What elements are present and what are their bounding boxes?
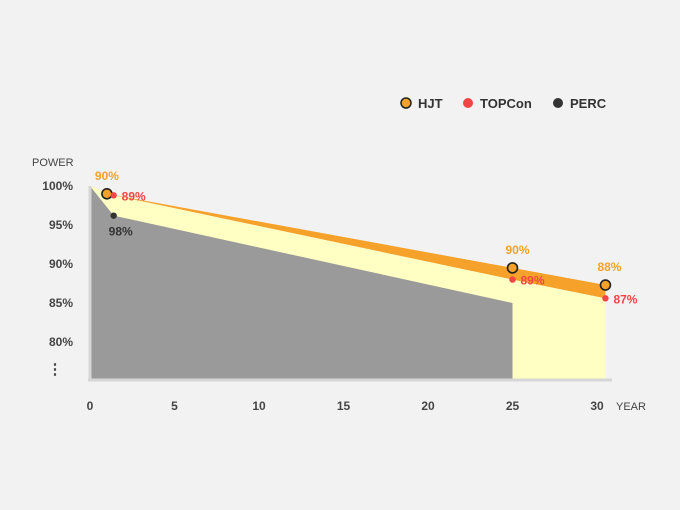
- x-tick-label: 15: [337, 399, 351, 413]
- hjt-area: [90, 186, 606, 299]
- hjt-data-label: 90%: [95, 169, 119, 183]
- x-tick-label: 0: [87, 399, 94, 413]
- x-tick-label: 25: [506, 399, 520, 413]
- y-tick-label: 95%: [49, 218, 73, 232]
- y-tick-label: 100%: [42, 179, 73, 193]
- hjt-point: [101, 188, 113, 200]
- topcon-point: [602, 295, 609, 302]
- y-tick-labels: 100% 95% 90% 85% 80%: [42, 179, 73, 349]
- hjt-point: [599, 279, 612, 291]
- chart-axes: [88, 186, 612, 382]
- hjt-point: [506, 262, 519, 274]
- topcon-point: [509, 276, 516, 283]
- topcon-data-label: 87%: [613, 292, 637, 306]
- perc-legend-marker: [553, 98, 563, 108]
- x-tick-label: 20: [421, 399, 435, 413]
- y-tick-label: 90%: [49, 257, 73, 271]
- legend-item-perc: PERC: [553, 96, 607, 111]
- chart-areas: [90, 186, 606, 380]
- topcon-data-label: 89%: [122, 189, 146, 203]
- y-tick-label: 80%: [49, 335, 73, 349]
- legend-item-hjt: HJT: [400, 96, 443, 111]
- y-axis-title: POWER: [32, 157, 74, 169]
- legend: HJT TOPCon PERC: [400, 96, 607, 111]
- x-tick-labels: 0 5 10 15 20 25 30: [87, 399, 604, 413]
- x-tick-label: 10: [252, 399, 266, 413]
- x-axis-title: YEAR: [616, 401, 646, 413]
- hjt-data-label: 88%: [597, 260, 621, 274]
- topcon-data-label: 89%: [521, 274, 545, 288]
- x-tick-label: 30: [590, 399, 604, 413]
- topcon-point: [110, 192, 117, 199]
- perc-point: [110, 212, 117, 219]
- hjt-data-label: 90%: [506, 243, 530, 257]
- legend-item-topcon: TOPCon: [463, 96, 532, 111]
- legend-label: PERC: [570, 96, 607, 111]
- data-labels: 90% 90% 88% 89% 89% 87% 98%: [95, 169, 638, 307]
- legend-label: HJT: [418, 96, 443, 111]
- legend-label: TOPCon: [480, 96, 532, 111]
- hjt-legend-marker: [400, 97, 412, 109]
- y-axis-break: ⋮: [48, 361, 63, 378]
- perc-data-label: 98%: [109, 225, 133, 239]
- data-points: [101, 188, 612, 302]
- y-tick-label: 85%: [49, 296, 73, 310]
- topcon-legend-marker: [463, 98, 473, 108]
- x-tick-label: 5: [171, 399, 178, 413]
- perc-area: [90, 186, 513, 380]
